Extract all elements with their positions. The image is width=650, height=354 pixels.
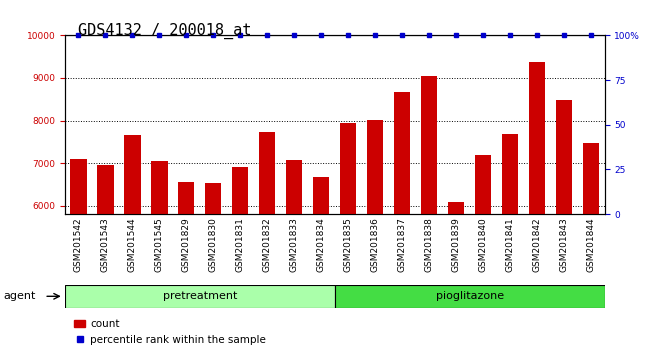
Bar [394,92,410,214]
Bar [259,132,276,214]
Bar [232,167,248,214]
Bar [421,76,437,214]
Text: GDS4132 / 200018_at: GDS4132 / 200018_at [78,23,252,39]
Bar [367,120,383,214]
Text: pioglitazone: pioglitazone [436,291,504,302]
Bar [124,136,140,214]
Bar [556,100,572,214]
Text: pretreatment: pretreatment [162,291,237,302]
Bar [583,143,599,214]
Bar [178,182,194,214]
Bar [313,177,330,214]
Bar [151,161,168,214]
Bar [475,155,491,214]
Bar [70,159,86,214]
Text: agent: agent [3,291,36,301]
Bar [448,202,464,214]
Bar [335,285,604,308]
Bar [98,165,114,214]
Bar [340,122,356,214]
Bar [502,134,518,214]
Bar [529,62,545,214]
Bar [65,285,335,308]
Bar [286,160,302,214]
Legend: count, percentile rank within the sample: count, percentile rank within the sample [70,315,270,349]
Bar [205,183,222,214]
